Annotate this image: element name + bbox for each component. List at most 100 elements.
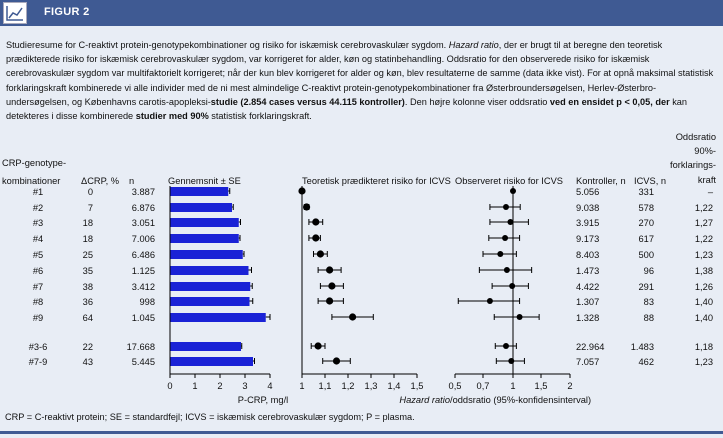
row-controls: 8.403 <box>576 250 599 260</box>
row-controls: 3.915 <box>576 218 599 228</box>
row-label: #8 <box>33 297 43 307</box>
crp-bar <box>170 297 250 306</box>
caption-italic: Hazard ratio <box>448 40 499 50</box>
row-or: 1,22 <box>695 203 713 213</box>
obs-tick-label: 1 <box>510 381 515 391</box>
crp-tick-label: 3 <box>242 381 247 391</box>
pred-point <box>316 250 324 258</box>
caption-part: Studieresume for C-reaktivt protein-geno… <box>6 40 449 50</box>
figure-title: FIGUR 2 <box>44 6 90 18</box>
obs-point <box>507 219 514 225</box>
pred-point <box>312 234 320 242</box>
col-icvs: ICVS, n <box>634 176 666 186</box>
row-or: 1,40 <box>695 313 713 323</box>
row-or: 1,38 <box>695 266 713 276</box>
pred-tick-label: 1,3 <box>365 381 378 391</box>
footnote: CRP = C-reaktivt protein; SE = standardf… <box>5 412 415 422</box>
row-dcrp: 25 <box>83 250 93 260</box>
pred-point <box>326 266 334 274</box>
obs-point <box>502 235 509 241</box>
row-label: #6 <box>33 266 43 276</box>
row-label: #3-6 <box>29 342 48 352</box>
row-or: 1,27 <box>695 218 713 228</box>
bottom-rule <box>0 431 723 434</box>
row-n: 6.486 <box>132 250 155 260</box>
row-controls: 22.964 <box>576 342 604 352</box>
row-label: #1 <box>33 187 43 197</box>
row-or: – <box>708 187 714 197</box>
crp-bar <box>170 313 266 322</box>
row-icvs: 617 <box>638 234 654 244</box>
row-or: 1,23 <box>695 250 713 260</box>
obs-tick-label: 1,5 <box>535 381 548 391</box>
row-controls: 7.057 <box>576 357 599 367</box>
row-controls: 9.173 <box>576 234 599 244</box>
row-controls: 1.328 <box>576 313 599 323</box>
caption-part: statistisk forklaringskraft. <box>208 111 312 122</box>
caption-bold: studie (2.854 cases versus 44.115 kontro… <box>210 96 405 107</box>
obs-tick-label: 2 <box>567 381 572 391</box>
obs-point <box>486 298 493 304</box>
row-icvs: 500 <box>638 250 654 260</box>
col-genotype-2: kombinationer <box>2 176 60 186</box>
row-label: #7-9 <box>29 357 48 367</box>
row-n: 1.045 <box>132 313 155 323</box>
row-n: 3.412 <box>132 282 155 292</box>
figure-caption: Studieresume for C-reaktivt protein-geno… <box>6 38 718 123</box>
crp-tick-label: 0 <box>167 381 172 391</box>
row-n: 998 <box>139 297 155 307</box>
row-n: 7.006 <box>132 234 155 244</box>
obs-tick-label: 0,5 <box>449 381 462 391</box>
pred-point <box>303 203 311 211</box>
pred-point <box>326 297 334 305</box>
row-n: 3.887 <box>132 187 155 197</box>
caption-bold: studier med 90% <box>135 111 209 122</box>
obs-point <box>503 267 510 273</box>
obs-tick-label: 0,7 <box>477 381 490 391</box>
pred-tick-label: 1,4 <box>388 381 401 391</box>
figure-header: FIGUR 2 <box>0 0 723 26</box>
row-controls: 9.038 <box>576 203 599 213</box>
pred-tick-label: 1,2 <box>342 381 355 391</box>
row-controls: 4.422 <box>576 282 599 292</box>
crp-bar <box>170 357 253 366</box>
row-dcrp: 35 <box>83 266 93 276</box>
row-dcrp: 18 <box>83 234 93 244</box>
row-controls: 1.307 <box>576 297 599 307</box>
row-or: 1,26 <box>695 282 713 292</box>
crp-bar <box>170 234 239 243</box>
row-dcrp: 38 <box>83 282 93 292</box>
obs-point <box>509 283 516 289</box>
obs-point <box>516 314 523 320</box>
row-label: #9 <box>33 313 43 323</box>
col-dcrp: ΔCRP, % <box>81 176 119 186</box>
col-controls: Kontroller, n <box>576 176 626 186</box>
row-label: #7 <box>33 282 43 292</box>
col-or-3: forklarings- <box>670 160 716 170</box>
pred-tick-label: 1 <box>299 381 304 391</box>
row-controls: 5.056 <box>576 187 599 197</box>
row-dcrp: 22 <box>83 342 93 352</box>
caption-part: kan detekteres i disse kombinerede <box>6 96 688 122</box>
row-or: 1,22 <box>695 234 713 244</box>
row-icvs: 578 <box>638 203 654 213</box>
row-controls: 1.473 <box>576 266 599 276</box>
pred-point <box>328 282 336 290</box>
chart-line-icon <box>3 2 27 24</box>
row-icvs: 83 <box>644 297 654 307</box>
row-n: 1.125 <box>132 266 155 276</box>
crp-bar <box>170 266 249 275</box>
row-icvs: 88 <box>644 313 654 323</box>
row-label: #5 <box>33 250 43 260</box>
row-n: 6.876 <box>132 203 155 213</box>
row-dcrp: 7 <box>88 203 93 213</box>
row-icvs: 331 <box>638 187 654 197</box>
ratio-axis-label: /oddsratio (95%-konfidensinterval) <box>450 395 591 405</box>
caption-part: . Den højre kolonne viser oddsratio <box>404 96 550 107</box>
row-or: 1,18 <box>695 342 713 352</box>
col-mean: Gennemsnit ± SE <box>168 176 241 186</box>
row-icvs: 1.483 <box>631 342 654 352</box>
crp-tick-label: 1 <box>192 381 197 391</box>
col-predicted: Teoretisk prædikteret risiko for ICVS <box>302 176 451 186</box>
